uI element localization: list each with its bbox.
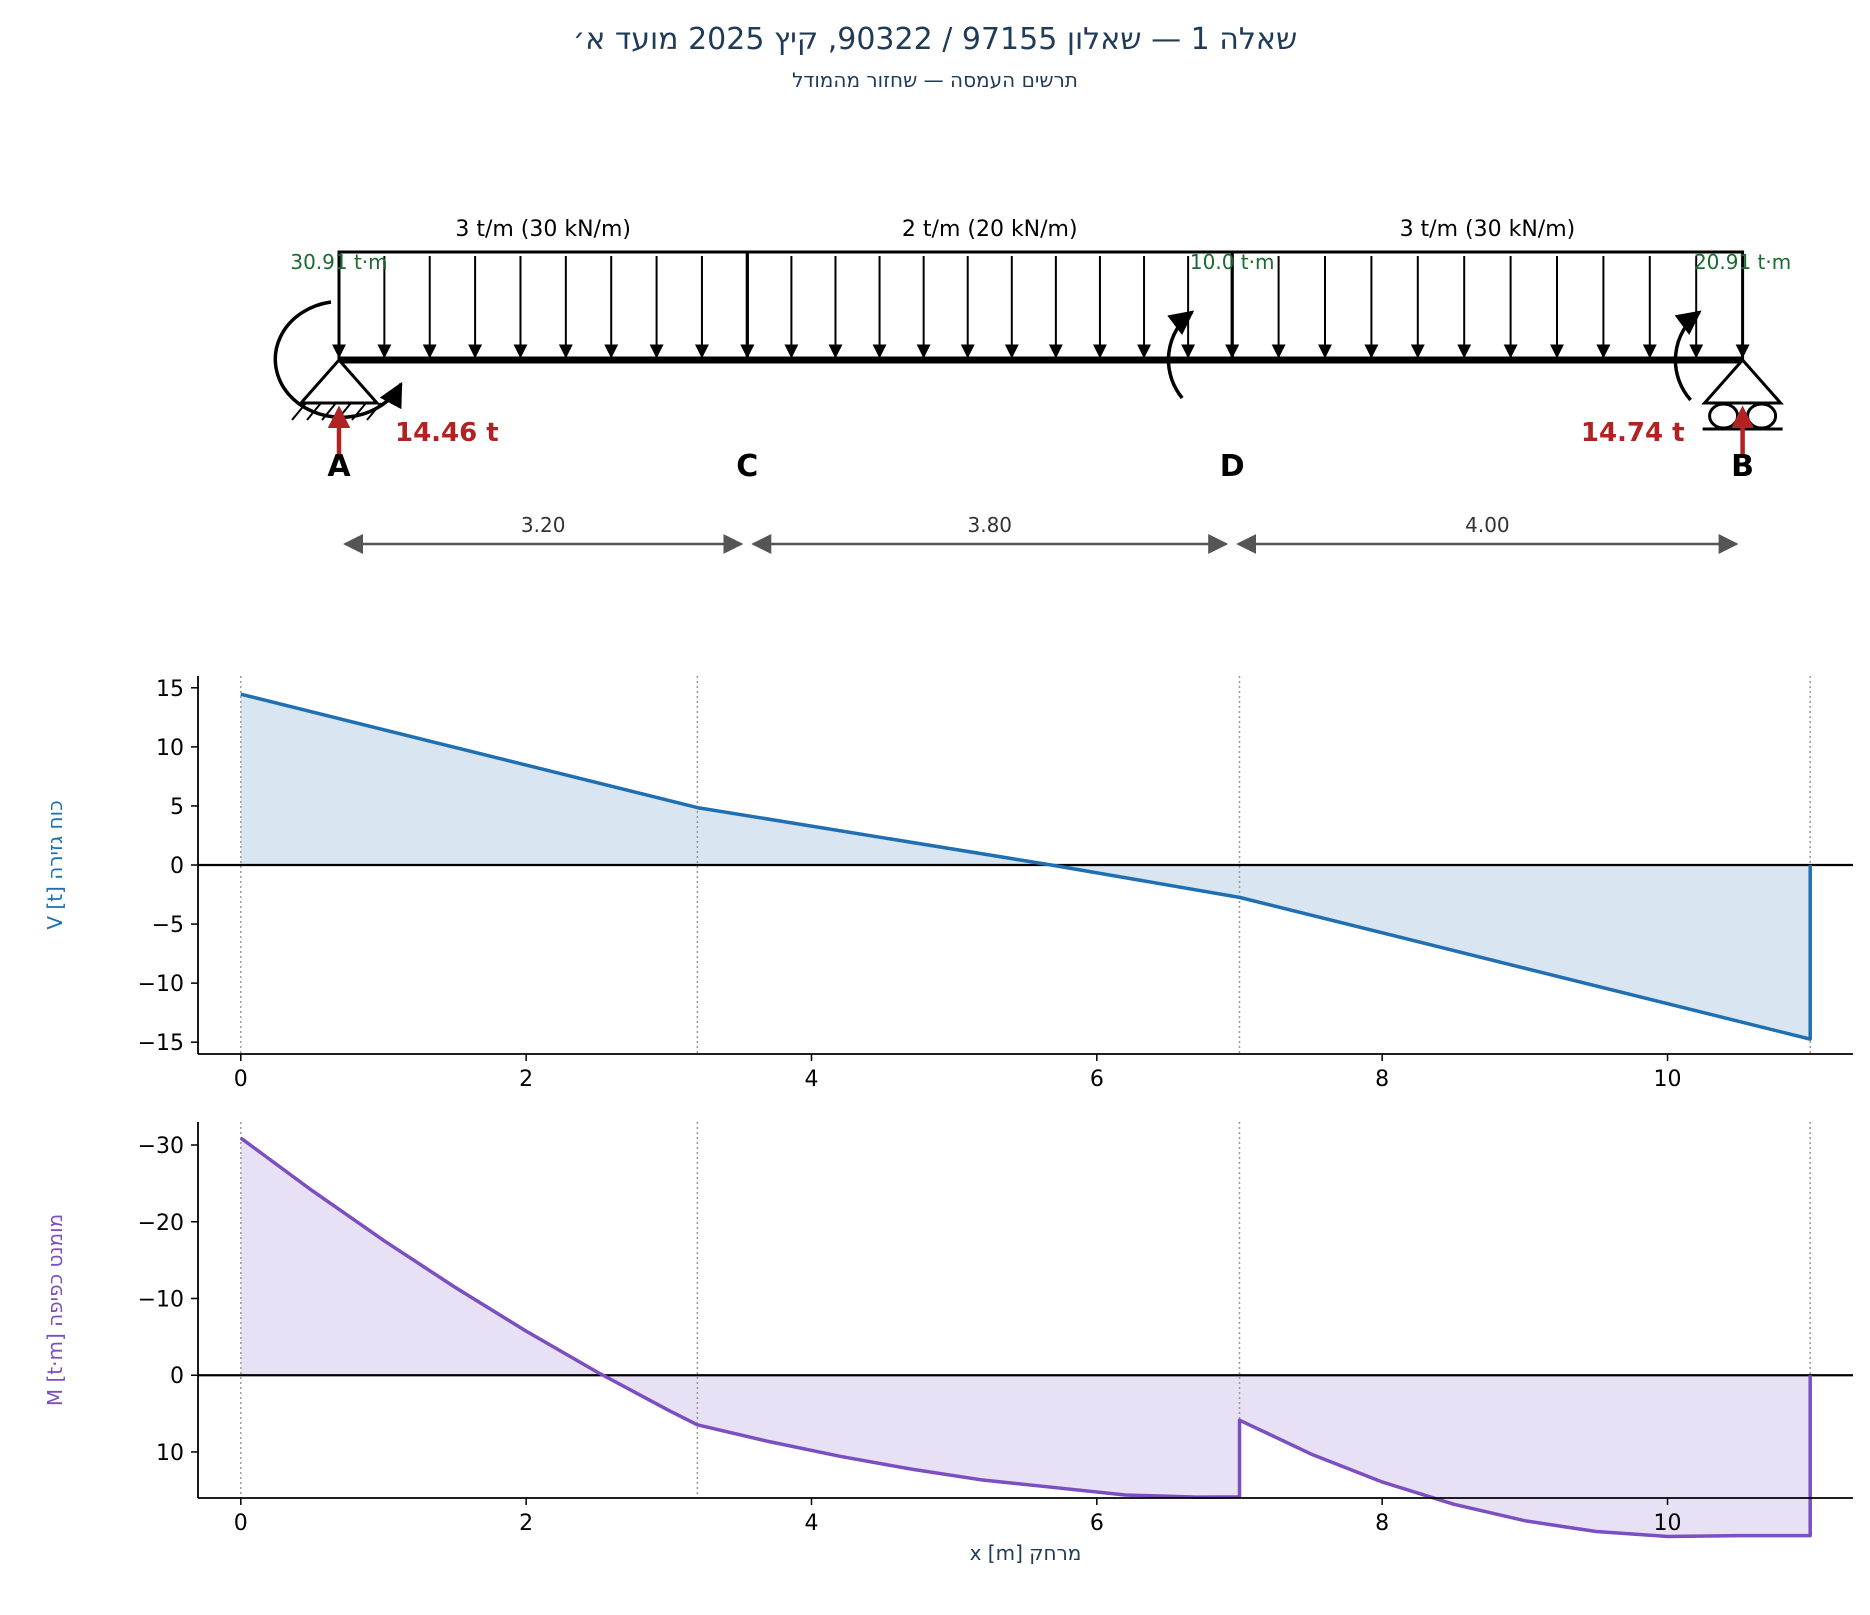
shear-y-tick-label: 15 (156, 677, 184, 702)
moment-arc-D (1166, 310, 1195, 400)
moment-y-tick-label: −30 (138, 1134, 184, 1159)
dimension-label: 3.20 (521, 513, 566, 537)
load-label: 3 t/m (30 kN/m) (455, 217, 631, 242)
moment-x-label: x [m] מרחק (970, 1541, 1082, 1565)
point-label: C (736, 449, 758, 484)
shear-y-tick-label: −15 (138, 1031, 184, 1056)
load-label: 3 t/m (30 kN/m) (1400, 217, 1576, 242)
dimension-label: 4.00 (1465, 513, 1510, 537)
shear-x-tick-label: 8 (1375, 1067, 1389, 1092)
hatch (291, 402, 307, 421)
moment-x-tick-label: 6 (1090, 1511, 1104, 1536)
reaction-label: 14.46 t (395, 418, 499, 448)
shear-fill (240, 694, 1811, 1040)
load-label: 2 t/m (20 kN/m) (902, 217, 1078, 242)
roller-support (1701, 357, 1784, 405)
shear-y-tick-label: 5 (170, 795, 184, 820)
moment-y-label: M [t·m] מומנט כפיפה (43, 1214, 67, 1406)
moment-fill (240, 1138, 1811, 1537)
moment-label: 10.0 t·m (1190, 250, 1275, 274)
pin-support (297, 357, 381, 405)
loading-diagram: 3 t/m (30 kN/m) 2 t/m (20 kN/m) 3 t/m (30 … (273, 217, 1791, 554)
moment-x-tick-label: 8 (1375, 1511, 1389, 1536)
moment-y-tick-label: 10 (156, 1441, 184, 1466)
shear-y-label: V [t] כוח גזירה (43, 800, 67, 929)
moment-label: 30.91 t·m (290, 250, 387, 274)
page-title: שאלה 1 — שאלון 97155 / 90322, קיץ 2025 מ… (572, 22, 1298, 57)
shear-x-tick-label: 0 (234, 1067, 248, 1092)
hatch (351, 402, 367, 421)
hatch (366, 402, 382, 421)
moment-x-tick-label: 2 (519, 1511, 533, 1536)
moment-label: 20.91 t·m (1694, 250, 1791, 274)
moment-y-tick-label: −20 (138, 1211, 184, 1236)
shear-y-tick-label: −10 (138, 972, 184, 997)
shear-y-tick-label: 10 (156, 736, 184, 761)
point-label: B (1731, 449, 1754, 484)
reaction-label: 14.74 t (1581, 418, 1685, 448)
shear-series-line (240, 692, 1812, 1041)
page-subtitle: תרשים העמסה — שחזור מהמודל (792, 68, 1078, 92)
moment-y-tick-label: −10 (138, 1287, 184, 1312)
moment-x-tick-label: 0 (234, 1511, 248, 1536)
shear-x-tick-label: 10 (1654, 1067, 1682, 1092)
shear-x-tick-label: 4 (804, 1067, 818, 1092)
point-label: D (1220, 449, 1245, 484)
moment-x-tick-label: 10 (1654, 1511, 1682, 1536)
hatch (306, 402, 322, 421)
shear-x-tick-label: 2 (519, 1067, 533, 1092)
shear-x-tick-label: 6 (1090, 1067, 1104, 1092)
moment-x-tick-label: 4 (804, 1511, 818, 1536)
shear-y-tick-label: 0 (170, 854, 184, 879)
dimension-label: 3.80 (967, 513, 1012, 537)
point-label: A (327, 449, 351, 484)
moment-arc-A (273, 300, 403, 420)
moment-y-tick-label: 0 (170, 1364, 184, 1389)
moment-arc-B (1673, 310, 1702, 402)
shear-y-tick-label: −5 (152, 913, 184, 938)
